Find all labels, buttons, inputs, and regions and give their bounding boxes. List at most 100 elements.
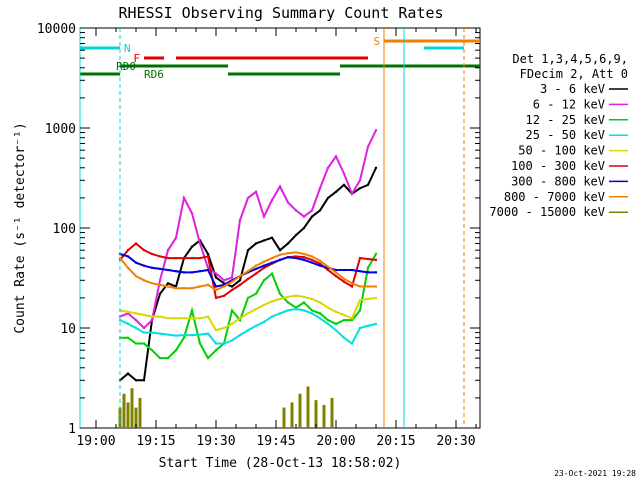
x-tick-label: 20:30 [436,434,475,449]
data-point [286,242,290,245]
data-point [126,255,130,258]
data-point [158,279,162,282]
chart-title: RHESSI Observing Summary Count Rates [118,4,443,22]
data-point [318,262,322,265]
data-point [198,333,202,336]
data-point [126,310,130,314]
data-point [358,256,362,260]
data-point [302,301,306,304]
data-point [134,326,138,330]
data-point [334,155,338,158]
data-point [126,372,130,375]
data-point [278,292,282,295]
legend-label: 800 - 7000 keV [504,190,605,204]
data-point [246,269,250,273]
data-point [294,307,298,311]
legend-label: 25 - 50 keV [526,128,605,142]
data-bar [138,397,142,428]
data-point [198,317,202,320]
data-point [366,297,370,301]
data-point [142,248,146,252]
data-point [310,309,314,312]
data-point [206,255,210,258]
data-point [270,198,274,202]
data-point [310,312,314,315]
legend-label: 50 - 100 keV [518,144,605,158]
data-point [278,258,282,262]
data-point [134,274,138,278]
data-point [350,282,354,285]
data-point [374,258,378,262]
data-point [206,356,210,360]
data-point [342,318,346,322]
data-point [126,248,130,252]
data-point [342,268,346,272]
data-point [134,318,138,322]
legend-item: 12 - 25 keV [526,113,628,127]
data-point [286,201,290,204]
data-point [142,342,146,345]
data-point [198,242,202,245]
data-point [358,179,362,182]
legend: Det 1,3,4,5,6,9,FDecim 2, Att 03 - 6 keV… [489,52,628,219]
annotation-label: F [133,52,140,65]
data-point [270,261,274,264]
data-point [366,324,370,328]
legend-item: 6 - 12 keV [533,97,628,111]
data-bar [122,393,126,428]
x-tick-label: 19:00 [76,434,115,449]
data-point [334,268,338,272]
data-point [142,264,146,267]
data-point [190,317,194,320]
data-point [230,280,234,283]
data-point [326,322,330,326]
annotation-label: RD6 [144,68,164,81]
data-point [302,252,306,256]
data-point [342,336,346,339]
data-point [358,309,362,312]
data-point [326,306,330,309]
data-point [214,296,218,300]
data-point [318,187,322,190]
data-point [334,274,338,278]
y-tick-label: 10 [60,322,76,337]
data-point [310,255,314,258]
annotation-label: RD0 [116,60,136,73]
data-point [310,209,314,212]
data-point [174,287,178,290]
data-point [126,266,130,269]
data-point [262,320,266,324]
data-point [302,295,306,299]
data-point [190,333,194,337]
data-point [198,285,202,288]
data-point [254,190,258,194]
data-point [174,348,178,352]
axis-layer: 1 10 100 1000 10000 19:00 19:15 19:30 19:45 20:00… [37,22,480,449]
series-layer [118,129,378,428]
data-bar [118,407,122,428]
data-point [366,257,370,261]
data-bar [130,388,134,428]
data-point [230,322,234,326]
data-point [174,236,178,239]
data-point [350,285,354,288]
data-point [278,185,282,188]
data-point [246,248,250,252]
data-bar [306,386,310,428]
data-point [142,379,146,382]
plot-frame [79,27,481,429]
data-point [118,318,122,322]
y-tick-label: 1000 [45,122,76,137]
data-point [318,312,322,315]
series-5 [118,242,378,300]
data-point [190,212,194,215]
data-point [254,264,258,267]
data-point [366,266,370,269]
data-bar [134,407,138,428]
data-point [262,239,266,242]
data-point [150,266,154,269]
data-point [262,303,266,307]
data-point [374,285,378,288]
